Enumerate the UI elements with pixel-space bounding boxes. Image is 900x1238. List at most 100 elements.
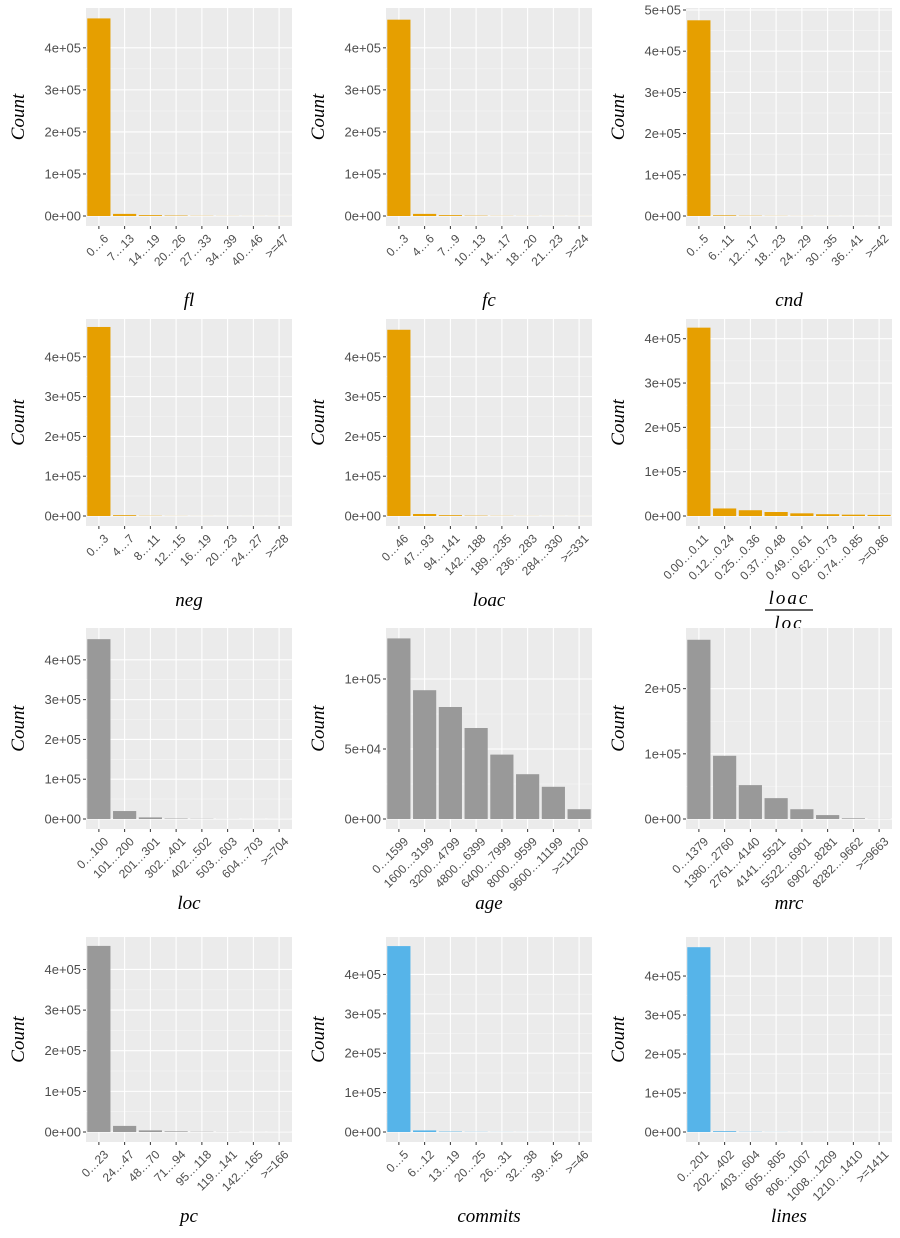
bar — [490, 754, 514, 819]
y-axis-title: Count — [608, 399, 629, 446]
plot-background — [386, 8, 592, 226]
x-axis-title: lines — [771, 1206, 807, 1227]
histogram-panel: 0e+00 1e+05 2e+05 3e+05 4e+05 0…5 6…12 13…19 20…… — [300, 927, 600, 1236]
y-tick-label: 1e+05 — [344, 166, 381, 181]
y-tick-label: 0e+00 — [344, 1125, 381, 1140]
bar — [764, 798, 788, 819]
y-tick-label: 1e+05 — [644, 1086, 681, 1101]
y-tick-label: 3e+05 — [344, 1006, 381, 1021]
y-axis-title: Count — [308, 1016, 329, 1063]
histogram-svg: 0e+001e+052e+053e+054e+050…34…78…1112…15… — [8, 319, 292, 611]
plot-background — [86, 8, 292, 226]
bar — [516, 774, 540, 819]
histogram-svg: 0e+001e+052e+053e+054e+050…56…1213…1920…… — [308, 937, 592, 1227]
plot-background — [686, 319, 892, 526]
y-tick-label: 2e+05 — [644, 420, 681, 435]
x-axis-title: mrc — [775, 893, 804, 914]
x-axis-title: neg — [175, 590, 202, 611]
bar — [687, 327, 711, 516]
y-axis-title: Count — [608, 705, 629, 752]
x-tick-label: >=704 — [257, 834, 291, 868]
y-axis-title: Count — [308, 93, 329, 140]
bar — [438, 215, 462, 216]
histogram-svg: 0e+001e+052e+053e+054e+050…4647…9394…141… — [308, 319, 592, 611]
y-tick-label: 2e+05 — [644, 126, 681, 141]
bar — [413, 213, 437, 216]
plot-background — [386, 319, 592, 526]
y-tick-label: 2e+05 — [44, 429, 81, 444]
y-tick-label: 3e+05 — [644, 85, 681, 100]
histogram-panel: 0e+00 1e+05 2e+05 3e+05 4e+05 0…100 101…200 201… — [0, 618, 300, 927]
y-tick-label: 4e+05 — [44, 652, 81, 667]
y-tick-label: 2e+05 — [44, 124, 81, 139]
bar — [113, 811, 137, 819]
y-tick-label: 3e+05 — [644, 376, 681, 391]
bar — [713, 215, 737, 216]
y-tick-label: 0e+00 — [44, 1125, 81, 1140]
y-tick-label: 1e+05 — [644, 464, 681, 479]
y-tick-label: 4e+05 — [644, 331, 681, 346]
y-tick-label: 1e+05 — [344, 672, 381, 687]
bar — [713, 1131, 737, 1132]
histogram-panel: 0e+00 1e+05 2e+05 3e+05 4e+05 0.00…0.11 0.12…0… — [600, 309, 900, 634]
y-tick-label: 4e+05 — [344, 967, 381, 982]
y-tick-label: 0e+00 — [644, 509, 681, 524]
bar — [567, 809, 591, 819]
histogram-svg: 0e+005e+041e+050…15991600…31993200…47994… — [308, 628, 592, 914]
histogram-panel: 0e+00 1e+05 2e+05 3e+05 4e+05 0…23 24…47 48…70 7… — [0, 927, 300, 1236]
histogram-panel: 0e+00 1e+05 2e+05 3e+05 4e+05 0…3 4…7 8…11 12…15… — [0, 309, 300, 618]
x-axis-title: fc — [482, 290, 496, 311]
y-axis-title: Count — [608, 93, 629, 140]
x-tick-label: 0…3 — [83, 531, 111, 559]
bar — [87, 639, 111, 819]
x-tick-label: 4…6 — [409, 231, 437, 259]
bar — [413, 514, 437, 516]
bar — [413, 1130, 437, 1132]
histogram-panel: 0e+00 1e+05 2e+05 0…1379 1380…2760 2761…4140 4… — [600, 618, 900, 927]
bar — [113, 1125, 137, 1132]
y-tick-label: 3e+05 — [44, 692, 81, 707]
bar — [713, 508, 737, 516]
y-tick-label: 0e+00 — [344, 509, 381, 524]
bar — [387, 329, 411, 516]
y-tick-label: 1e+05 — [344, 469, 381, 484]
bar — [387, 19, 411, 216]
histogram-svg: 0e+001e+052e+053e+054e+055e+050…56…1112…… — [608, 3, 892, 311]
histogram-svg: 0e+001e+052e+053e+054e+050…100101…200201… — [8, 628, 292, 914]
bar — [87, 326, 111, 516]
bar — [841, 514, 865, 516]
y-tick-label: 0e+00 — [44, 812, 81, 827]
y-tick-label: 0e+00 — [644, 1125, 681, 1140]
histogram-panel: 0e+00 1e+05 2e+05 3e+05 4e+05 0…46 47…93 94…141… — [300, 309, 600, 618]
y-tick-label: 1e+05 — [344, 1085, 381, 1100]
x-tick-label: >=42 — [862, 231, 891, 260]
bar — [438, 515, 462, 516]
y-tick-label: 3e+05 — [44, 389, 81, 404]
plot-background — [86, 628, 292, 829]
x-axis-title: loc — [177, 893, 201, 914]
histogram-svg: 0e+001e+052e+050…13791380…27602761…41404… — [608, 628, 892, 914]
plot-background — [386, 937, 592, 1142]
plot-background — [86, 319, 292, 526]
y-tick-label: 1e+05 — [44, 469, 81, 484]
x-axis-title-numerator: loac — [769, 588, 810, 609]
y-tick-label: 3e+05 — [644, 1008, 681, 1023]
histogram-svg: 0e+001e+052e+053e+054e+050…201202…402403… — [608, 937, 892, 1227]
bar — [541, 786, 565, 819]
x-axis-title: cnd — [775, 290, 803, 311]
y-axis-title: Count — [608, 1016, 629, 1063]
y-tick-label: 2e+05 — [344, 1046, 381, 1061]
x-tick-label: 0…3 — [383, 231, 411, 259]
x-tick-label: >=46 — [562, 1147, 591, 1176]
bar — [738, 510, 762, 516]
histogram-panel: 0e+00 1e+05 2e+05 3e+05 4e+05 5e+05 0…5 6…11 12…… — [600, 0, 900, 311]
plot-background — [86, 937, 292, 1142]
y-tick-label: 2e+05 — [344, 429, 381, 444]
y-tick-label: 4e+05 — [44, 962, 81, 977]
y-tick-label: 2e+05 — [44, 1043, 81, 1058]
y-tick-label: 5e+04 — [344, 742, 381, 757]
x-axis-title: age — [475, 893, 502, 914]
histogram-panel: 0e+00 1e+05 2e+05 3e+05 4e+05 0…6 7…13 14…19 20…… — [0, 0, 300, 311]
bar — [764, 512, 788, 516]
